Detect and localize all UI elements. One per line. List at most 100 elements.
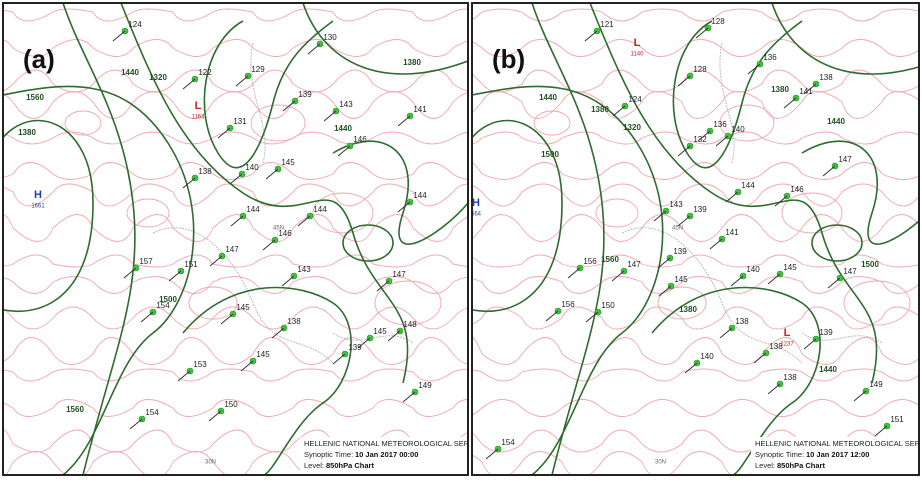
- contour-label: 1560: [66, 405, 84, 414]
- station-value: 145: [373, 327, 387, 336]
- station-value: 145: [281, 158, 295, 167]
- station-value: 153: [193, 360, 207, 369]
- contour-label: 1500: [541, 150, 559, 159]
- contour-label: 1560: [26, 93, 44, 102]
- station-value: 151: [890, 415, 904, 424]
- contour-label: 1320: [149, 73, 167, 82]
- footer-level-label: Level:: [755, 461, 775, 470]
- center-value: 1164: [192, 115, 206, 121]
- contour-label: 1560: [601, 255, 619, 264]
- contour-label: 1440: [121, 68, 139, 77]
- station-value: 156: [561, 300, 575, 309]
- station-value: 139: [819, 328, 833, 337]
- station-value: 154: [156, 301, 170, 310]
- contour-label: 1440: [334, 124, 352, 133]
- station-value: 156: [583, 257, 597, 266]
- station-value: 138: [198, 167, 212, 176]
- footer-level: 850hPa Chart: [777, 461, 825, 470]
- station-value: 122: [198, 68, 212, 77]
- contour-label: 1380: [679, 305, 697, 314]
- station-value: 145: [256, 350, 270, 359]
- contour-label: 1380: [18, 128, 36, 137]
- station-value: 136: [763, 53, 777, 62]
- station-value: 147: [843, 267, 857, 276]
- contour-label: 1380: [403, 58, 421, 67]
- station-value: 154: [501, 438, 515, 447]
- contour-label: 1440: [827, 117, 845, 126]
- station-value: 139: [298, 90, 312, 99]
- footer-level-label: Level:: [304, 461, 324, 470]
- contour-label: 1320: [623, 123, 641, 132]
- station-value: 150: [601, 301, 615, 310]
- map-panel: 1560144013201380150015601380144012413012…: [0, 3, 493, 478]
- station-value: 141: [725, 228, 739, 237]
- station-value: 121: [600, 20, 614, 29]
- station-value: 154: [145, 408, 159, 417]
- station-value: 130: [323, 33, 337, 42]
- station-value: 145: [674, 275, 688, 284]
- footer-agency: HELLENIC NATIONAL METEOROLOGICAL SERVICE: [304, 439, 487, 448]
- station-value: 131: [233, 117, 247, 126]
- station-value: 124: [628, 95, 642, 104]
- station-value: 128: [693, 65, 707, 74]
- station-value: 143: [339, 100, 353, 109]
- footer-level: 850hPa Chart: [326, 461, 374, 470]
- station-value: 147: [225, 245, 239, 254]
- station-value: 147: [627, 260, 641, 269]
- contour-label: 1380: [771, 85, 789, 94]
- station-value: 140: [746, 265, 760, 274]
- footer-time: 10 Jan 2017 00:00: [355, 450, 418, 459]
- station-value: 141: [413, 105, 427, 114]
- station-value: 143: [297, 265, 311, 274]
- center-value: 1661: [31, 204, 45, 210]
- center-value: 1237: [780, 342, 794, 348]
- station-value: 136: [713, 120, 727, 129]
- station-value: 148: [403, 320, 417, 329]
- station-value: 144: [246, 205, 260, 214]
- station-value: 146: [353, 135, 367, 144]
- station-value: 149: [418, 381, 432, 390]
- station-value: 128: [711, 17, 725, 26]
- station-value: 145: [783, 263, 797, 272]
- station-value: 139: [673, 247, 687, 256]
- panel-label: (b): [492, 44, 525, 74]
- contour-label: 1440: [819, 365, 837, 374]
- contour-label: 1440: [539, 93, 557, 102]
- center-value: 1140: [631, 52, 645, 58]
- contour-label: 1380: [591, 105, 609, 114]
- latitude-label: 30N: [205, 460, 216, 466]
- station-value: 147: [838, 155, 852, 164]
- latitude-label: 45N: [672, 226, 683, 232]
- station-value: 138: [783, 373, 797, 382]
- station-value: 138: [735, 317, 749, 326]
- station-value: 150: [224, 400, 238, 409]
- station-value: 143: [669, 200, 683, 209]
- station-value: 144: [413, 191, 427, 200]
- station-value: 149: [869, 380, 883, 389]
- contour-label: 1500: [861, 260, 879, 269]
- footer-time-label: Synoptic Time:: [304, 450, 353, 459]
- footer-agency: HELLENIC NATIONAL METEOROLOGICAL SERVICE: [755, 439, 922, 448]
- footer-time-label: Synoptic Time:: [755, 450, 804, 459]
- center-kind: L: [195, 100, 202, 112]
- center-kind: H: [472, 197, 480, 209]
- station-value: 140: [731, 125, 745, 134]
- station-value: 139: [693, 205, 707, 214]
- footer-time: 10 Jan 2017 12:00: [806, 450, 869, 459]
- panel-label: (a): [23, 44, 55, 74]
- station-value: 144: [313, 205, 327, 214]
- station-value: 140: [700, 352, 714, 361]
- station-value: 138: [287, 317, 301, 326]
- latitude-label: 45N: [273, 226, 284, 232]
- station-value: 151: [184, 260, 198, 269]
- center-kind: L: [784, 327, 791, 339]
- center-kind: L: [634, 37, 641, 49]
- station-value: 146: [790, 185, 804, 194]
- station-value: 138: [819, 73, 833, 82]
- map-panel: 1440 1500 1380 1320 1560 1380 1440 1500 1380 1440…: [452, 3, 922, 478]
- station-value: 139: [348, 343, 362, 352]
- center-kind: H: [34, 189, 42, 201]
- station-value: 157: [139, 257, 153, 266]
- station-value: 144: [741, 181, 755, 190]
